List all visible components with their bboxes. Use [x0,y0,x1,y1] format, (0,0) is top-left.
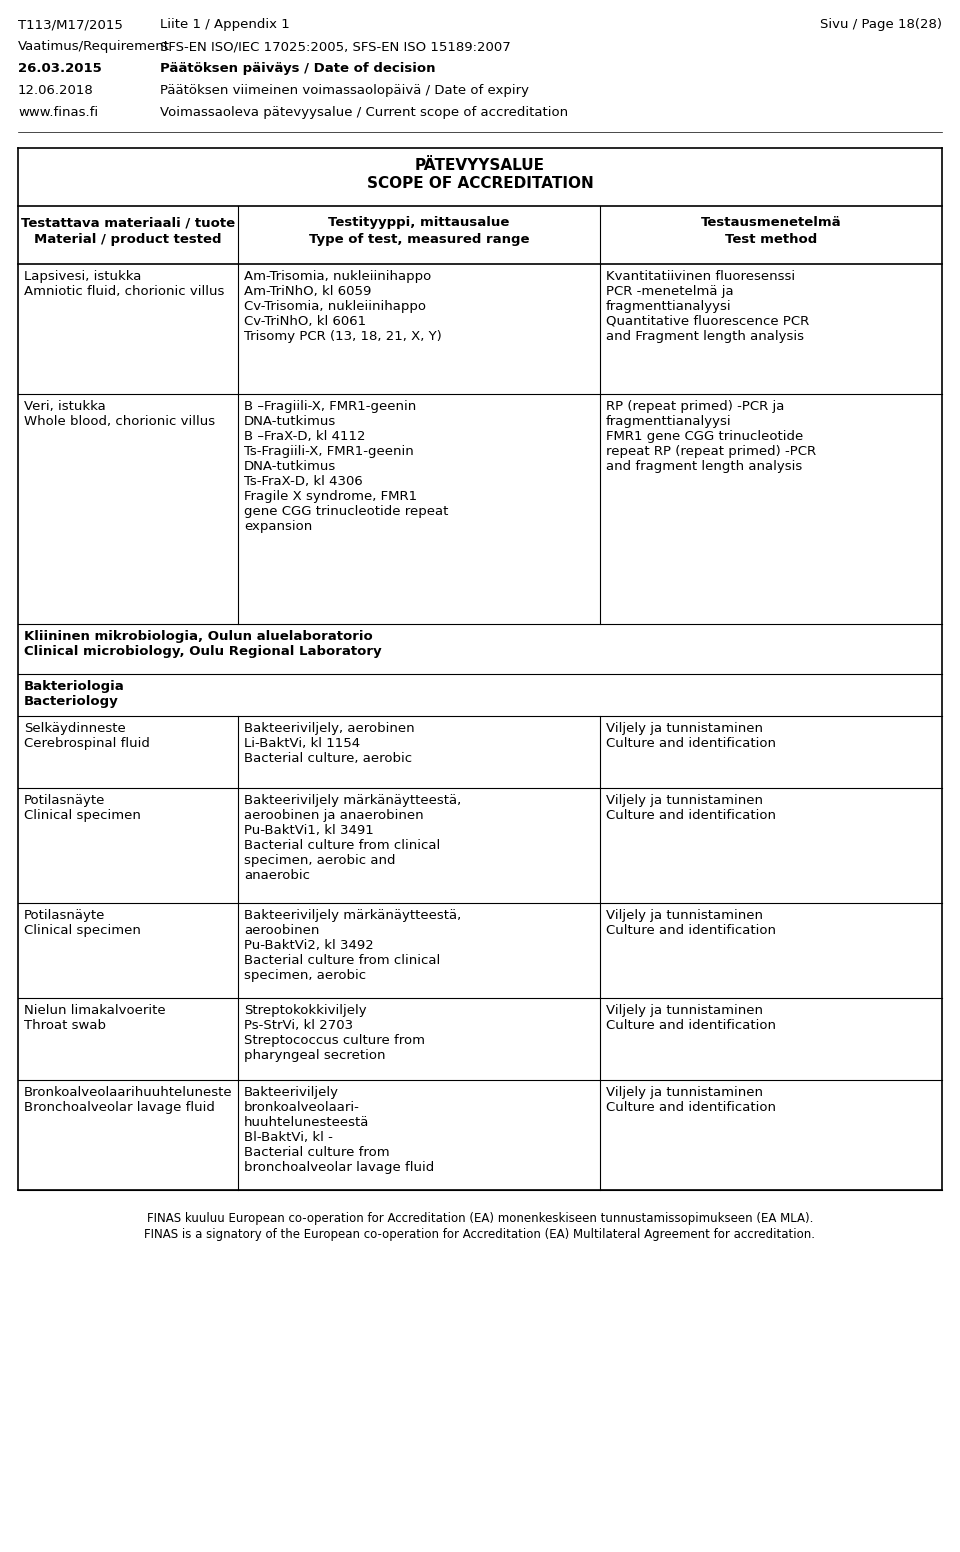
Text: fragmenttianalyysi: fragmenttianalyysi [606,414,732,428]
Text: Ts-FraX-D, kl 4306: Ts-FraX-D, kl 4306 [244,475,363,487]
Text: and Fragment length analysis: and Fragment length analysis [606,331,804,343]
Text: Throat swab: Throat swab [24,1020,106,1032]
Text: Culture and identification: Culture and identification [606,1020,776,1032]
Text: Bronchoalveolar lavage fluid: Bronchoalveolar lavage fluid [24,1100,215,1114]
Text: anaerobic: anaerobic [244,869,310,882]
Text: Trisomy PCR (13, 18, 21, X, Y): Trisomy PCR (13, 18, 21, X, Y) [244,331,442,343]
Text: Pu-BaktVi1, kl 3491: Pu-BaktVi1, kl 3491 [244,824,373,837]
Text: DNA-tutkimus: DNA-tutkimus [244,414,336,428]
Text: pharyngeal secretion: pharyngeal secretion [244,1049,386,1062]
Text: Cv-TriNhO, kl 6061: Cv-TriNhO, kl 6061 [244,315,366,327]
Text: repeat RP (repeat primed) -PCR: repeat RP (repeat primed) -PCR [606,445,816,458]
Text: Testityyppi, mittausalue: Testityyppi, mittausalue [328,216,510,230]
Text: Viljely ja tunnistaminen: Viljely ja tunnistaminen [606,722,763,736]
Text: Sivu / Page 18(28): Sivu / Page 18(28) [820,19,942,31]
Text: Bakteeriviljely, aerobinen: Bakteeriviljely, aerobinen [244,722,415,736]
Text: Nielun limakalvoerite: Nielun limakalvoerite [24,1004,166,1017]
Text: Bacterial culture from clinical: Bacterial culture from clinical [244,840,441,852]
Text: Clinical specimen: Clinical specimen [24,923,141,937]
Text: specimen, aerobic: specimen, aerobic [244,968,366,982]
Text: Ps-StrVi, kl 2703: Ps-StrVi, kl 2703 [244,1020,353,1032]
Text: Type of test, measured range: Type of test, measured range [309,233,529,247]
Text: Vaatimus/Requirement: Vaatimus/Requirement [18,40,170,53]
Text: Viljely ja tunnistaminen: Viljely ja tunnistaminen [606,795,763,807]
Text: specimen, aerobic and: specimen, aerobic and [244,854,396,868]
Text: Clinical specimen: Clinical specimen [24,809,141,823]
Text: aeroobinen ja anaerobinen: aeroobinen ja anaerobinen [244,809,423,823]
Text: bronkoalveolaari-: bronkoalveolaari- [244,1100,360,1114]
Text: Bacterial culture, aerobic: Bacterial culture, aerobic [244,753,412,765]
Text: bronchoalveolar lavage fluid: bronchoalveolar lavage fluid [244,1161,434,1173]
Text: Streptococcus culture from: Streptococcus culture from [244,1034,425,1048]
Text: Bakteriologia: Bakteriologia [24,680,125,694]
Text: Päätöksen viimeinen voimassaolopäivä / Date of expiry: Päätöksen viimeinen voimassaolopäivä / D… [160,84,529,96]
Text: Päätöksen päiväys / Date of decision: Päätöksen päiväys / Date of decision [160,62,436,74]
Text: FMR1 gene CGG trinucleotide: FMR1 gene CGG trinucleotide [606,430,804,442]
Text: Bacteriology: Bacteriology [24,695,119,708]
Text: Quantitative fluorescence PCR: Quantitative fluorescence PCR [606,315,809,327]
Text: PCR -menetelmä ja: PCR -menetelmä ja [606,286,733,298]
Text: B –FraX-D, kl 4112: B –FraX-D, kl 4112 [244,430,366,442]
Text: SCOPE OF ACCREDITATION: SCOPE OF ACCREDITATION [367,175,593,191]
Text: 26.03.2015: 26.03.2015 [18,62,102,74]
Text: Li-BaktVi, kl 1154: Li-BaktVi, kl 1154 [244,737,360,750]
Text: Am-TriNhO, kl 6059: Am-TriNhO, kl 6059 [244,286,372,298]
Text: huuhtelunesteestä: huuhtelunesteestä [244,1116,370,1128]
Text: Viljely ja tunnistaminen: Viljely ja tunnistaminen [606,909,763,922]
Text: Bacterial culture from: Bacterial culture from [244,1145,390,1159]
Text: Liite 1 / Appendix 1: Liite 1 / Appendix 1 [160,19,290,31]
Text: Test method: Test method [725,233,817,247]
Text: B –Fragiili-X, FMR1-geenin: B –Fragiili-X, FMR1-geenin [244,400,417,413]
Text: Veri, istukka: Veri, istukka [24,400,106,413]
Text: gene CGG trinucleotide repeat: gene CGG trinucleotide repeat [244,504,448,518]
Text: Material / product tested: Material / product tested [35,233,222,247]
Text: Kliininen mikrobiologia, Oulun aluelaboratorio: Kliininen mikrobiologia, Oulun aluelabor… [24,630,372,643]
Text: Streptokokkiviljely: Streptokokkiviljely [244,1004,367,1017]
Text: Bl-BaktVi, kl -: Bl-BaktVi, kl - [244,1131,333,1144]
Text: Culture and identification: Culture and identification [606,809,776,823]
Text: Voimassaoleva pätevyysalue / Current scope of accreditation: Voimassaoleva pätevyysalue / Current sco… [160,106,568,120]
Text: Cv-Trisomia, nukleiinihappo: Cv-Trisomia, nukleiinihappo [244,300,426,314]
Text: PÄTEVYYSALUE: PÄTEVYYSALUE [415,158,545,172]
Text: Am-Trisomia, nukleiinihappo: Am-Trisomia, nukleiinihappo [244,270,431,282]
Text: Bakteeriviljely märkänäytteestä,: Bakteeriviljely märkänäytteestä, [244,909,461,922]
Text: Culture and identification: Culture and identification [606,737,776,750]
Text: Viljely ja tunnistaminen: Viljely ja tunnistaminen [606,1004,763,1017]
Text: Bakteeriviljely: Bakteeriviljely [244,1086,339,1099]
Text: Lapsivesi, istukka: Lapsivesi, istukka [24,270,141,282]
Text: and fragment length analysis: and fragment length analysis [606,459,803,473]
Text: Bakteeriviljely märkänäytteestä,: Bakteeriviljely märkänäytteestä, [244,795,461,807]
Text: Whole blood, chorionic villus: Whole blood, chorionic villus [24,414,215,428]
Text: www.finas.fi: www.finas.fi [18,106,98,120]
Text: Culture and identification: Culture and identification [606,923,776,937]
Text: aeroobinen: aeroobinen [244,923,320,937]
Text: FINAS is a signatory of the European co-operation for Accreditation (EA) Multila: FINAS is a signatory of the European co-… [145,1228,815,1242]
Text: Clinical microbiology, Oulu Regional Laboratory: Clinical microbiology, Oulu Regional Lab… [24,646,382,658]
Text: Testausmenetelmä: Testausmenetelmä [701,216,841,230]
Text: Cerebrospinal fluid: Cerebrospinal fluid [24,737,150,750]
Text: expansion: expansion [244,520,312,532]
Text: Pu-BaktVi2, kl 3492: Pu-BaktVi2, kl 3492 [244,939,373,951]
Text: Potilasnäyte: Potilasnäyte [24,795,106,807]
Text: Potilasnäyte: Potilasnäyte [24,909,106,922]
Text: Amniotic fluid, chorionic villus: Amniotic fluid, chorionic villus [24,286,225,298]
Text: fragmenttianalyysi: fragmenttianalyysi [606,300,732,314]
Text: Bacterial culture from clinical: Bacterial culture from clinical [244,954,441,967]
Text: Culture and identification: Culture and identification [606,1100,776,1114]
Text: RP (repeat primed) -PCR ja: RP (repeat primed) -PCR ja [606,400,784,413]
Text: Bronkoalveolaarihuuhteluneste: Bronkoalveolaarihuuhteluneste [24,1086,232,1099]
Text: FINAS kuuluu European co-operation for Accreditation (EA) monenkeskiseen tunnust: FINAS kuuluu European co-operation for A… [147,1212,813,1225]
Text: Fragile X syndrome, FMR1: Fragile X syndrome, FMR1 [244,490,418,503]
Text: T113/M17/2015: T113/M17/2015 [18,19,123,31]
Text: Kvantitatiivinen fluoresenssi: Kvantitatiivinen fluoresenssi [606,270,795,282]
Text: Ts-Fragiili-X, FMR1-geenin: Ts-Fragiili-X, FMR1-geenin [244,445,414,458]
Text: 12.06.2018: 12.06.2018 [18,84,94,96]
Text: Viljely ja tunnistaminen: Viljely ja tunnistaminen [606,1086,763,1099]
Text: Selkäydinneste: Selkäydinneste [24,722,126,736]
Text: SFS-EN ISO/IEC 17025:2005, SFS-EN ISO 15189:2007: SFS-EN ISO/IEC 17025:2005, SFS-EN ISO 15… [160,40,511,53]
Text: DNA-tutkimus: DNA-tutkimus [244,459,336,473]
Text: Testattava materiaali / tuote: Testattava materiaali / tuote [21,216,235,230]
